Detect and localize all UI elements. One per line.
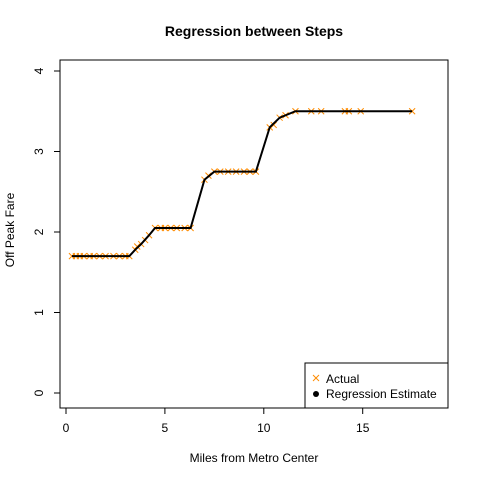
x-tick-label: 0 xyxy=(63,421,70,435)
y-tick-label: 2 xyxy=(32,228,46,235)
actual-point xyxy=(270,121,278,129)
x-tick-label: 5 xyxy=(162,421,169,435)
legend-estimate-marker xyxy=(313,391,319,397)
regression-estimate-line xyxy=(71,110,413,258)
x-tick-label: 15 xyxy=(356,421,370,435)
y-tick-label: 0 xyxy=(32,389,46,396)
plot-marks xyxy=(68,107,416,260)
legend-actual-label: Actual xyxy=(326,372,359,386)
legend-actual-marker xyxy=(312,374,320,382)
x-tick-label: 10 xyxy=(257,421,271,435)
x-axis-label: Miles from Metro Center xyxy=(190,451,319,465)
legend-box xyxy=(304,362,449,409)
chart-title: Regression between Steps xyxy=(165,23,343,39)
legend: Actual Regression Estimate xyxy=(304,362,449,409)
y-axis-label: Off Peak Fare xyxy=(3,192,17,267)
legend-estimate-label: Regression Estimate xyxy=(326,387,437,401)
actual-point-stroke xyxy=(270,121,278,129)
y-tick-label: 4 xyxy=(32,67,46,74)
y-tick-label: 3 xyxy=(32,148,46,155)
x-axis-ticks: 0 5 10 15 xyxy=(63,408,370,435)
y-axis-ticks: 0 1 2 3 4 xyxy=(32,67,60,396)
legend-actual-marker-stroke xyxy=(312,374,320,382)
plot-frame xyxy=(59,59,449,409)
y-tick-label: 1 xyxy=(32,309,46,316)
